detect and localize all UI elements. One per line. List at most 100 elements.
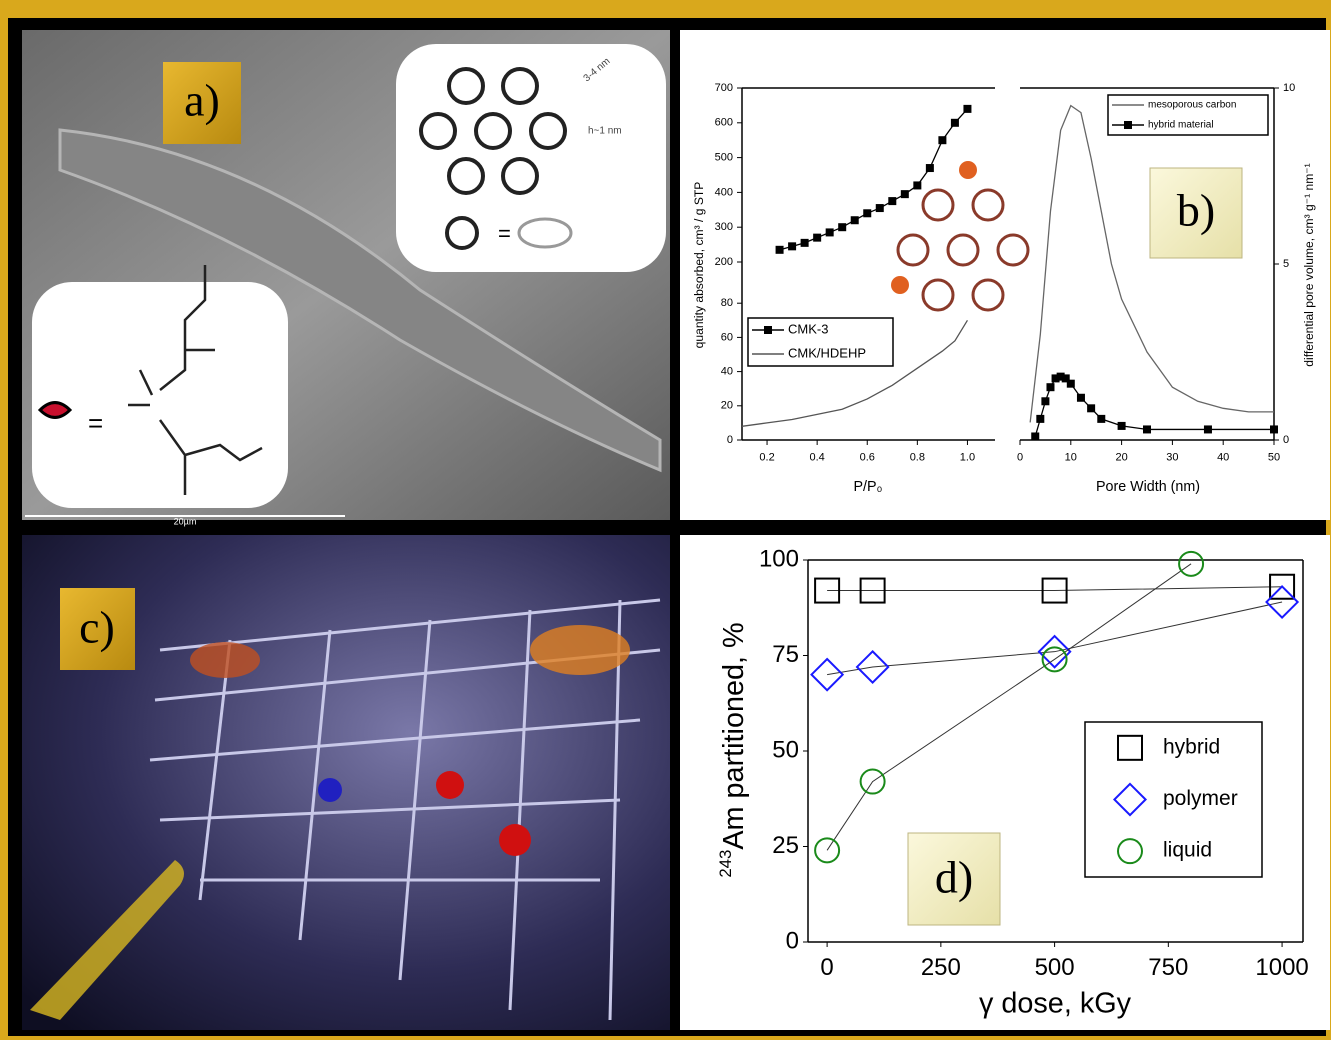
marker (1037, 634, 1072, 669)
x-tick-label: 0.2 (759, 452, 774, 464)
marker (925, 164, 934, 173)
x-tick-label: 0 (1017, 452, 1023, 464)
marker (1041, 577, 1068, 604)
marker (1046, 383, 1055, 392)
marker (813, 233, 822, 242)
inset-label: h~1 nm (588, 126, 622, 137)
marker (1041, 646, 1068, 673)
legend-label: polymer (1163, 787, 1238, 810)
marker (938, 136, 947, 145)
marker (1087, 404, 1096, 413)
marker (859, 768, 886, 795)
y-tick-label: 0 (727, 434, 733, 446)
y-axis-label: quantity absorbed, cm³ / g STP (692, 182, 706, 349)
x-tick-label: 0.8 (910, 452, 925, 464)
x-tick-label: 30 (1166, 452, 1178, 464)
y-tick-label: 0 (786, 927, 799, 954)
hotspot (190, 642, 260, 678)
plots: 0.2 0.4 0.6 0.8 1.00204060802003004005006007… (692, 82, 1316, 1020)
marker (1124, 121, 1132, 129)
atom (499, 824, 531, 856)
tube-sketch (517, 217, 573, 249)
marker (1269, 573, 1296, 600)
marker (1143, 425, 1151, 434)
legend-label: hybrid (1163, 735, 1220, 758)
y-tick-label: 25 (772, 832, 799, 859)
marker (850, 216, 859, 225)
equals: = (498, 221, 511, 246)
marker (1117, 838, 1143, 865)
series-line (1029, 104, 1274, 423)
series-line (779, 108, 968, 251)
legend-label: liquid (1163, 839, 1212, 862)
marker (900, 190, 909, 199)
marker (1066, 379, 1075, 388)
y-tick-label: 75 (772, 641, 799, 668)
x-tick-label: 1.0 (960, 452, 975, 464)
hex-array (419, 67, 567, 250)
y-tick-label: 300 (715, 221, 733, 233)
marker (825, 228, 834, 237)
legend-label: mesoporous carbon (1148, 100, 1236, 111)
atom (318, 778, 342, 802)
marker (1061, 374, 1070, 383)
trend-line (827, 586, 1283, 592)
y-tick-label: 100 (759, 545, 799, 572)
y-tick-label: 600 (715, 117, 733, 129)
panel-label-box (60, 588, 135, 670)
x-tick-label: 40 (1217, 452, 1229, 464)
y-tick-label: 80 (721, 297, 733, 309)
x-axis-label: Pore Width (nm) (1096, 479, 1200, 495)
x-tick-label: 50 (1268, 452, 1280, 464)
panel-label-box (907, 832, 1001, 926)
x-tick-label: 0.6 (860, 452, 875, 464)
marker (1097, 414, 1106, 423)
y-tick-label: 400 (715, 186, 733, 198)
scale-label: 20µm (174, 516, 197, 526)
x-tick-label: 20 (1115, 452, 1127, 464)
panel-label-box (1149, 167, 1243, 259)
panel-label: b) (1177, 185, 1215, 236)
x-tick-label: 250 (921, 954, 961, 981)
marker (1041, 397, 1050, 406)
marker (1031, 432, 1040, 441)
marker (859, 577, 886, 604)
marker (788, 242, 797, 251)
ligand (891, 276, 909, 294)
y-axis-label: 243Am partitioned, % (716, 622, 749, 877)
legend-label: hybrid material (1148, 120, 1214, 131)
fiber (58, 128, 662, 473)
y-tick-label: 10 (1283, 82, 1295, 94)
x-axis-label: γ dose, kGy (979, 988, 1132, 1020)
y-axis-label: Am partitioned, % (718, 622, 750, 849)
marker (1203, 425, 1212, 434)
y-axis-label-sup: 243 (716, 850, 735, 878)
y-tick-label: 20 (721, 400, 733, 412)
trend-line (827, 601, 1283, 676)
legend-label: CMK-3 (788, 321, 828, 336)
panel-label-box (163, 62, 241, 144)
x-tick-label: 10 (1065, 452, 1077, 464)
molecule (128, 265, 263, 495)
x-tick-label: 1000 (1255, 954, 1308, 981)
x-tick-label: 500 (1035, 954, 1075, 981)
panel-label: c) (79, 602, 115, 653)
ligand-icon (37, 401, 73, 419)
marker (775, 245, 784, 254)
atom (436, 771, 464, 799)
hybrid-sketch (896, 188, 1030, 312)
marker (1178, 550, 1205, 577)
panel-label: d) (935, 852, 973, 903)
ligand (959, 161, 977, 179)
marker (1117, 421, 1126, 430)
equals: = (88, 408, 103, 438)
x-tick-label: 0 (820, 954, 833, 981)
marker (814, 577, 841, 604)
trend-line (826, 563, 1192, 851)
y-tick-label: 40 (721, 366, 733, 378)
marker (1076, 393, 1085, 402)
marker (838, 223, 847, 232)
y-tick-label: 50 (772, 736, 799, 763)
legend-box (1107, 94, 1269, 136)
